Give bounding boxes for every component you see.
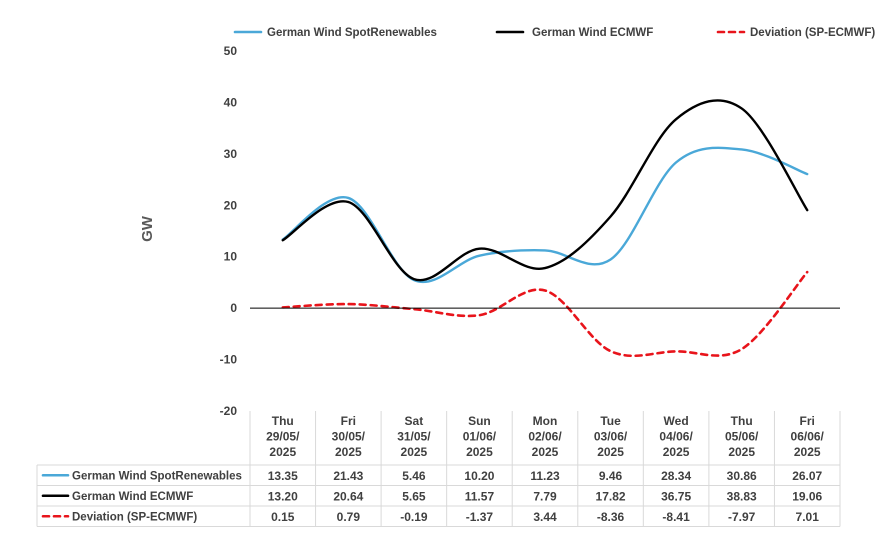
data-label: 0.79 [337, 510, 361, 524]
data-label: 0.15 [271, 510, 295, 524]
data-label: 20.64 [333, 489, 363, 503]
data-label: 19.06 [792, 489, 822, 503]
y-tick-label: 0 [230, 301, 237, 315]
x-tick-label: 2025 [663, 445, 690, 459]
x-tick-label: 31/05/ [397, 430, 431, 444]
x-tick-label: 02/06/ [528, 430, 562, 444]
legend-label: German Wind SpotRenewables [267, 27, 437, 39]
x-tick-label: Wed [664, 414, 689, 428]
data-label: 28.34 [661, 469, 691, 483]
y-axis-ticks: 50 40 30 20 10 0 -10 -20 [220, 44, 238, 418]
x-tick-label: 04/06/ [659, 430, 693, 444]
table-row-label: Deviation (SP-ECMWF) [72, 511, 197, 523]
table-row-label: German Wind ECMWF [72, 491, 193, 503]
y-tick-label: 40 [224, 95, 238, 109]
x-tick-label: 03/06/ [594, 430, 628, 444]
x-tick-label: 2025 [597, 445, 624, 459]
x-tick-label: Fri [341, 414, 356, 428]
data-label: -7.97 [728, 510, 756, 524]
series-lines [281, 99, 809, 358]
series-line-deviation [281, 270, 809, 358]
y-tick-label: -20 [220, 404, 238, 418]
data-label: 3.44 [533, 510, 557, 524]
x-tick-label: Mon [533, 414, 558, 428]
series-line-ecmwf [281, 99, 809, 282]
x-tick-label: Thu [731, 414, 753, 428]
data-label: -8.41 [662, 510, 690, 524]
series-line-spotrenewables [281, 146, 809, 284]
data-label: 10.20 [464, 469, 494, 483]
data-label: 30.86 [727, 469, 757, 483]
data-label: -1.37 [466, 510, 494, 524]
data-label: -8.36 [597, 510, 625, 524]
x-tick-label: 2025 [532, 445, 559, 459]
data-label: 26.07 [792, 469, 822, 483]
data-table: Thu 29/05/2025 Fri 30/05/2025 Sat 31/05/2025 S… [36, 411, 841, 527]
y-tick-label: 10 [224, 250, 238, 264]
y-tick-label: 50 [224, 44, 238, 58]
data-label: 7.01 [796, 510, 820, 524]
legend-label: German Wind ECMWF [532, 27, 653, 39]
data-label: 11.23 [530, 469, 560, 483]
x-tick-label: 30/05/ [332, 430, 366, 444]
y-tick-label: 20 [224, 198, 238, 212]
data-label: 7.79 [533, 489, 557, 503]
data-label: 9.46 [599, 469, 623, 483]
data-label: 5.65 [402, 489, 426, 503]
data-label: 13.35 [268, 469, 298, 483]
data-label: 38.83 [727, 489, 757, 503]
data-label: 17.82 [596, 489, 626, 503]
data-label: 36.75 [661, 489, 691, 503]
x-tick-label: 2025 [794, 445, 821, 459]
data-label: 11.57 [465, 489, 495, 503]
legend-label: Deviation (SP-ECMWF) [750, 27, 875, 39]
y-axis-label: GW [139, 215, 156, 242]
x-tick-label: 01/06/ [463, 430, 497, 444]
x-tick-label: 2025 [269, 445, 296, 459]
x-tick-label: 2025 [335, 445, 362, 459]
y-tick-label: 30 [224, 147, 238, 161]
x-tick-label: 29/05/ [266, 430, 300, 444]
data-label: 13.20 [268, 489, 298, 503]
x-tick-label: 2025 [401, 445, 428, 459]
y-tick-label: -10 [220, 353, 238, 367]
table-row-label: German Wind SpotRenewables [72, 470, 242, 482]
data-label: -0.19 [400, 510, 428, 524]
x-tick-label: Sun [468, 414, 491, 428]
data-label: 5.46 [402, 469, 426, 483]
x-tick-label: 2025 [728, 445, 755, 459]
x-tick-label: Thu [272, 414, 294, 428]
x-tick-label: 05/06/ [725, 430, 759, 444]
data-label: 21.43 [333, 469, 363, 483]
x-tick-label: Fri [800, 414, 815, 428]
x-tick-label: 06/06/ [791, 430, 825, 444]
x-tick-label: Sat [405, 414, 424, 428]
x-tick-label: 2025 [466, 445, 493, 459]
legend: German Wind SpotRenewables German Wind EC… [233, 27, 875, 39]
x-tick-label: Tue [600, 414, 621, 428]
